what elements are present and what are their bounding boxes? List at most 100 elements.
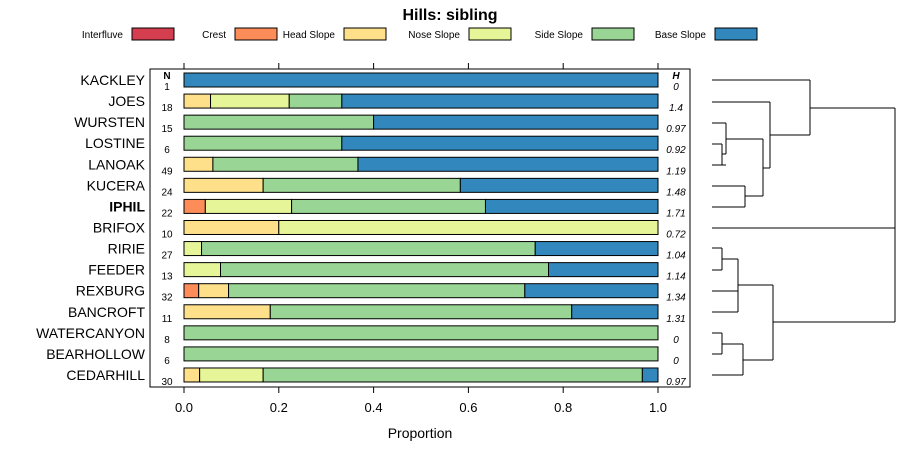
row-n-count: 6: [164, 145, 170, 156]
row-entropy: 0: [673, 335, 679, 346]
row-entropy: 1.19: [666, 166, 686, 177]
row-label: WURSTEN: [74, 114, 145, 130]
bar-segment: [199, 367, 264, 383]
row-n-count: 8: [164, 335, 170, 346]
row-label: BRIFOX: [93, 219, 146, 235]
row-n-count: 13: [161, 272, 173, 283]
bar-segment: [220, 262, 550, 278]
legend-swatch: [714, 27, 758, 41]
row-entropy: 1.34: [666, 293, 686, 304]
row-label: JOES: [108, 93, 145, 109]
x-tick-label: 0.8: [554, 400, 572, 415]
bar-segment: [212, 156, 359, 172]
bar-segment: [183, 367, 201, 383]
legend-swatch: [131, 27, 175, 41]
row-label: IPHIL: [109, 198, 145, 214]
row-label: WATERCANYON: [36, 325, 145, 341]
row-entropy: 1.14: [666, 272, 686, 283]
bar-segment: [262, 367, 643, 383]
row-n-count: 1: [164, 82, 170, 93]
legend-swatch: [591, 27, 635, 41]
row-label: LANOAK: [88, 156, 145, 172]
row-label: KACKLEY: [80, 72, 145, 88]
x-tick-label: 0.2: [270, 400, 288, 415]
legend-swatch: [468, 27, 512, 41]
row-n-count: 18: [161, 103, 173, 114]
bar-segment: [183, 93, 212, 109]
row-n-count: 6: [164, 356, 170, 367]
dendrogram-branch: [712, 79, 895, 376]
row-entropy: 1.4: [669, 103, 683, 114]
n-column-header: N: [163, 71, 170, 82]
h-column-header: H: [672, 71, 680, 82]
bar-segment: [183, 325, 659, 341]
x-tick-label: 0.0: [175, 400, 193, 415]
legend-label: Interfluve: [82, 30, 124, 41]
row-n-count: 49: [161, 166, 173, 177]
bar-segment: [183, 219, 280, 235]
bar-segment: [291, 198, 486, 214]
row-label: FEEDER: [88, 262, 145, 278]
row-n-count: 22: [161, 208, 173, 219]
row-entropy: 0.97: [666, 377, 686, 388]
bar-segment: [534, 241, 659, 257]
dendrogram-branch: [721, 80, 896, 375]
row-entropy: 1.48: [666, 187, 686, 198]
bar-segment: [341, 93, 659, 109]
bar-segment: [548, 262, 659, 278]
row-entropy: 0.92: [666, 145, 686, 156]
bar-segment: [641, 367, 659, 383]
bar-segment: [459, 177, 659, 193]
bar-segment: [201, 241, 536, 257]
row-entropy: 1.31: [666, 314, 685, 325]
bar-segment: [183, 135, 343, 151]
legend-label: Side Slope: [535, 30, 584, 41]
bar-segment: [228, 283, 526, 299]
row-label: KUCERA: [87, 177, 146, 193]
bar-segment: [571, 304, 659, 320]
bar-segment: [183, 156, 214, 172]
bar-segment: [183, 346, 659, 362]
row-n-count: 11: [162, 314, 173, 325]
x-axis: 0.0 0.2 0.4 0.6 0.8 1.0: [175, 63, 667, 415]
row-label: CEDARHILL: [66, 367, 145, 383]
bar-segment: [373, 114, 659, 130]
bar-segment: [198, 283, 230, 299]
legend-label: Nose Slope: [408, 30, 460, 41]
chart-title: Hills: sibling: [402, 7, 497, 24]
row-label: BEARHOLLOW: [46, 346, 146, 362]
row-entropy: 0.72: [666, 229, 686, 240]
row-n-count: 10: [161, 229, 173, 240]
row-entropy: 0: [673, 356, 679, 367]
bar-segment: [183, 262, 221, 278]
row-n-count: 27: [161, 251, 173, 262]
bar-segment: [484, 198, 659, 214]
bar-segment: [204, 198, 293, 214]
bar-segment: [183, 304, 271, 320]
legend-swatch: [234, 27, 278, 41]
bar-segment: [341, 135, 659, 151]
bar-segment: [183, 283, 200, 299]
bar-segment: [183, 241, 203, 257]
bar-segment: [288, 93, 343, 109]
x-axis-title: Proportion: [388, 425, 453, 441]
row-label: RIRIE: [108, 241, 145, 257]
row-n-count: 15: [161, 124, 173, 135]
bar-segment: [262, 177, 461, 193]
x-tick-label: 1.0: [649, 400, 667, 415]
row-entropy: 1.71: [666, 208, 685, 219]
row-label: LOSTINE: [85, 135, 145, 151]
row-entropy: 0.97: [666, 124, 686, 135]
row-label: REXBURG: [76, 283, 145, 299]
bar-segment: [183, 198, 206, 214]
bar-segment: [524, 283, 659, 299]
row-entropy: 0: [673, 82, 679, 93]
bar-segment: [183, 72, 659, 88]
legend-label: Base Slope: [655, 30, 707, 41]
legend: Interfluve Crest Head Slope Nose Slope Side …: [82, 27, 758, 41]
row-label: BANCROFT: [68, 304, 145, 320]
bar-segment: [269, 304, 573, 320]
x-tick-label: 0.6: [459, 400, 477, 415]
